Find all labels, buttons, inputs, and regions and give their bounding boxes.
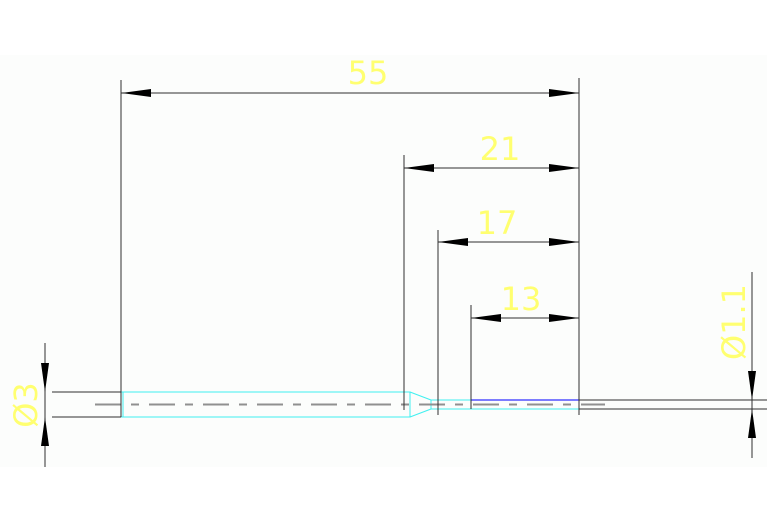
dimension-55: 55 — [121, 54, 579, 97]
extension-lines — [52, 78, 767, 418]
arrow-left-icon — [438, 238, 468, 246]
arrow-left-icon — [404, 164, 434, 172]
dimension-label: 55 — [348, 54, 389, 92]
arrow-up-icon — [41, 417, 49, 446]
arrow-up-icon — [748, 409, 756, 438]
dimension-label: Ø3 — [7, 382, 45, 428]
dimension-label: 13 — [501, 280, 542, 318]
dimension-label: Ø1.1 — [715, 284, 753, 360]
arrow-right-icon — [549, 164, 579, 172]
dimension-17: 17 — [438, 204, 579, 246]
arrow-down-icon — [748, 371, 756, 400]
arrow-right-icon — [549, 314, 579, 322]
dimension-label: 17 — [477, 204, 518, 242]
drawing-area — [0, 55, 767, 467]
arrow-left-icon — [121, 89, 151, 97]
arrow-left-icon — [471, 314, 501, 322]
taper-top — [409, 391, 432, 401]
dimension-13: 13 — [471, 280, 579, 322]
arrow-right-icon — [549, 89, 579, 97]
dimension-21: 21 — [404, 130, 579, 172]
taper-bottom — [409, 408, 432, 418]
arrow-down-icon — [41, 363, 49, 392]
dimension-diameter-3: Ø3 — [7, 343, 49, 467]
dimension-label: 21 — [480, 130, 521, 168]
arrow-right-icon — [549, 238, 579, 246]
dimension-diameter-1-1: Ø1.1 — [715, 272, 756, 458]
